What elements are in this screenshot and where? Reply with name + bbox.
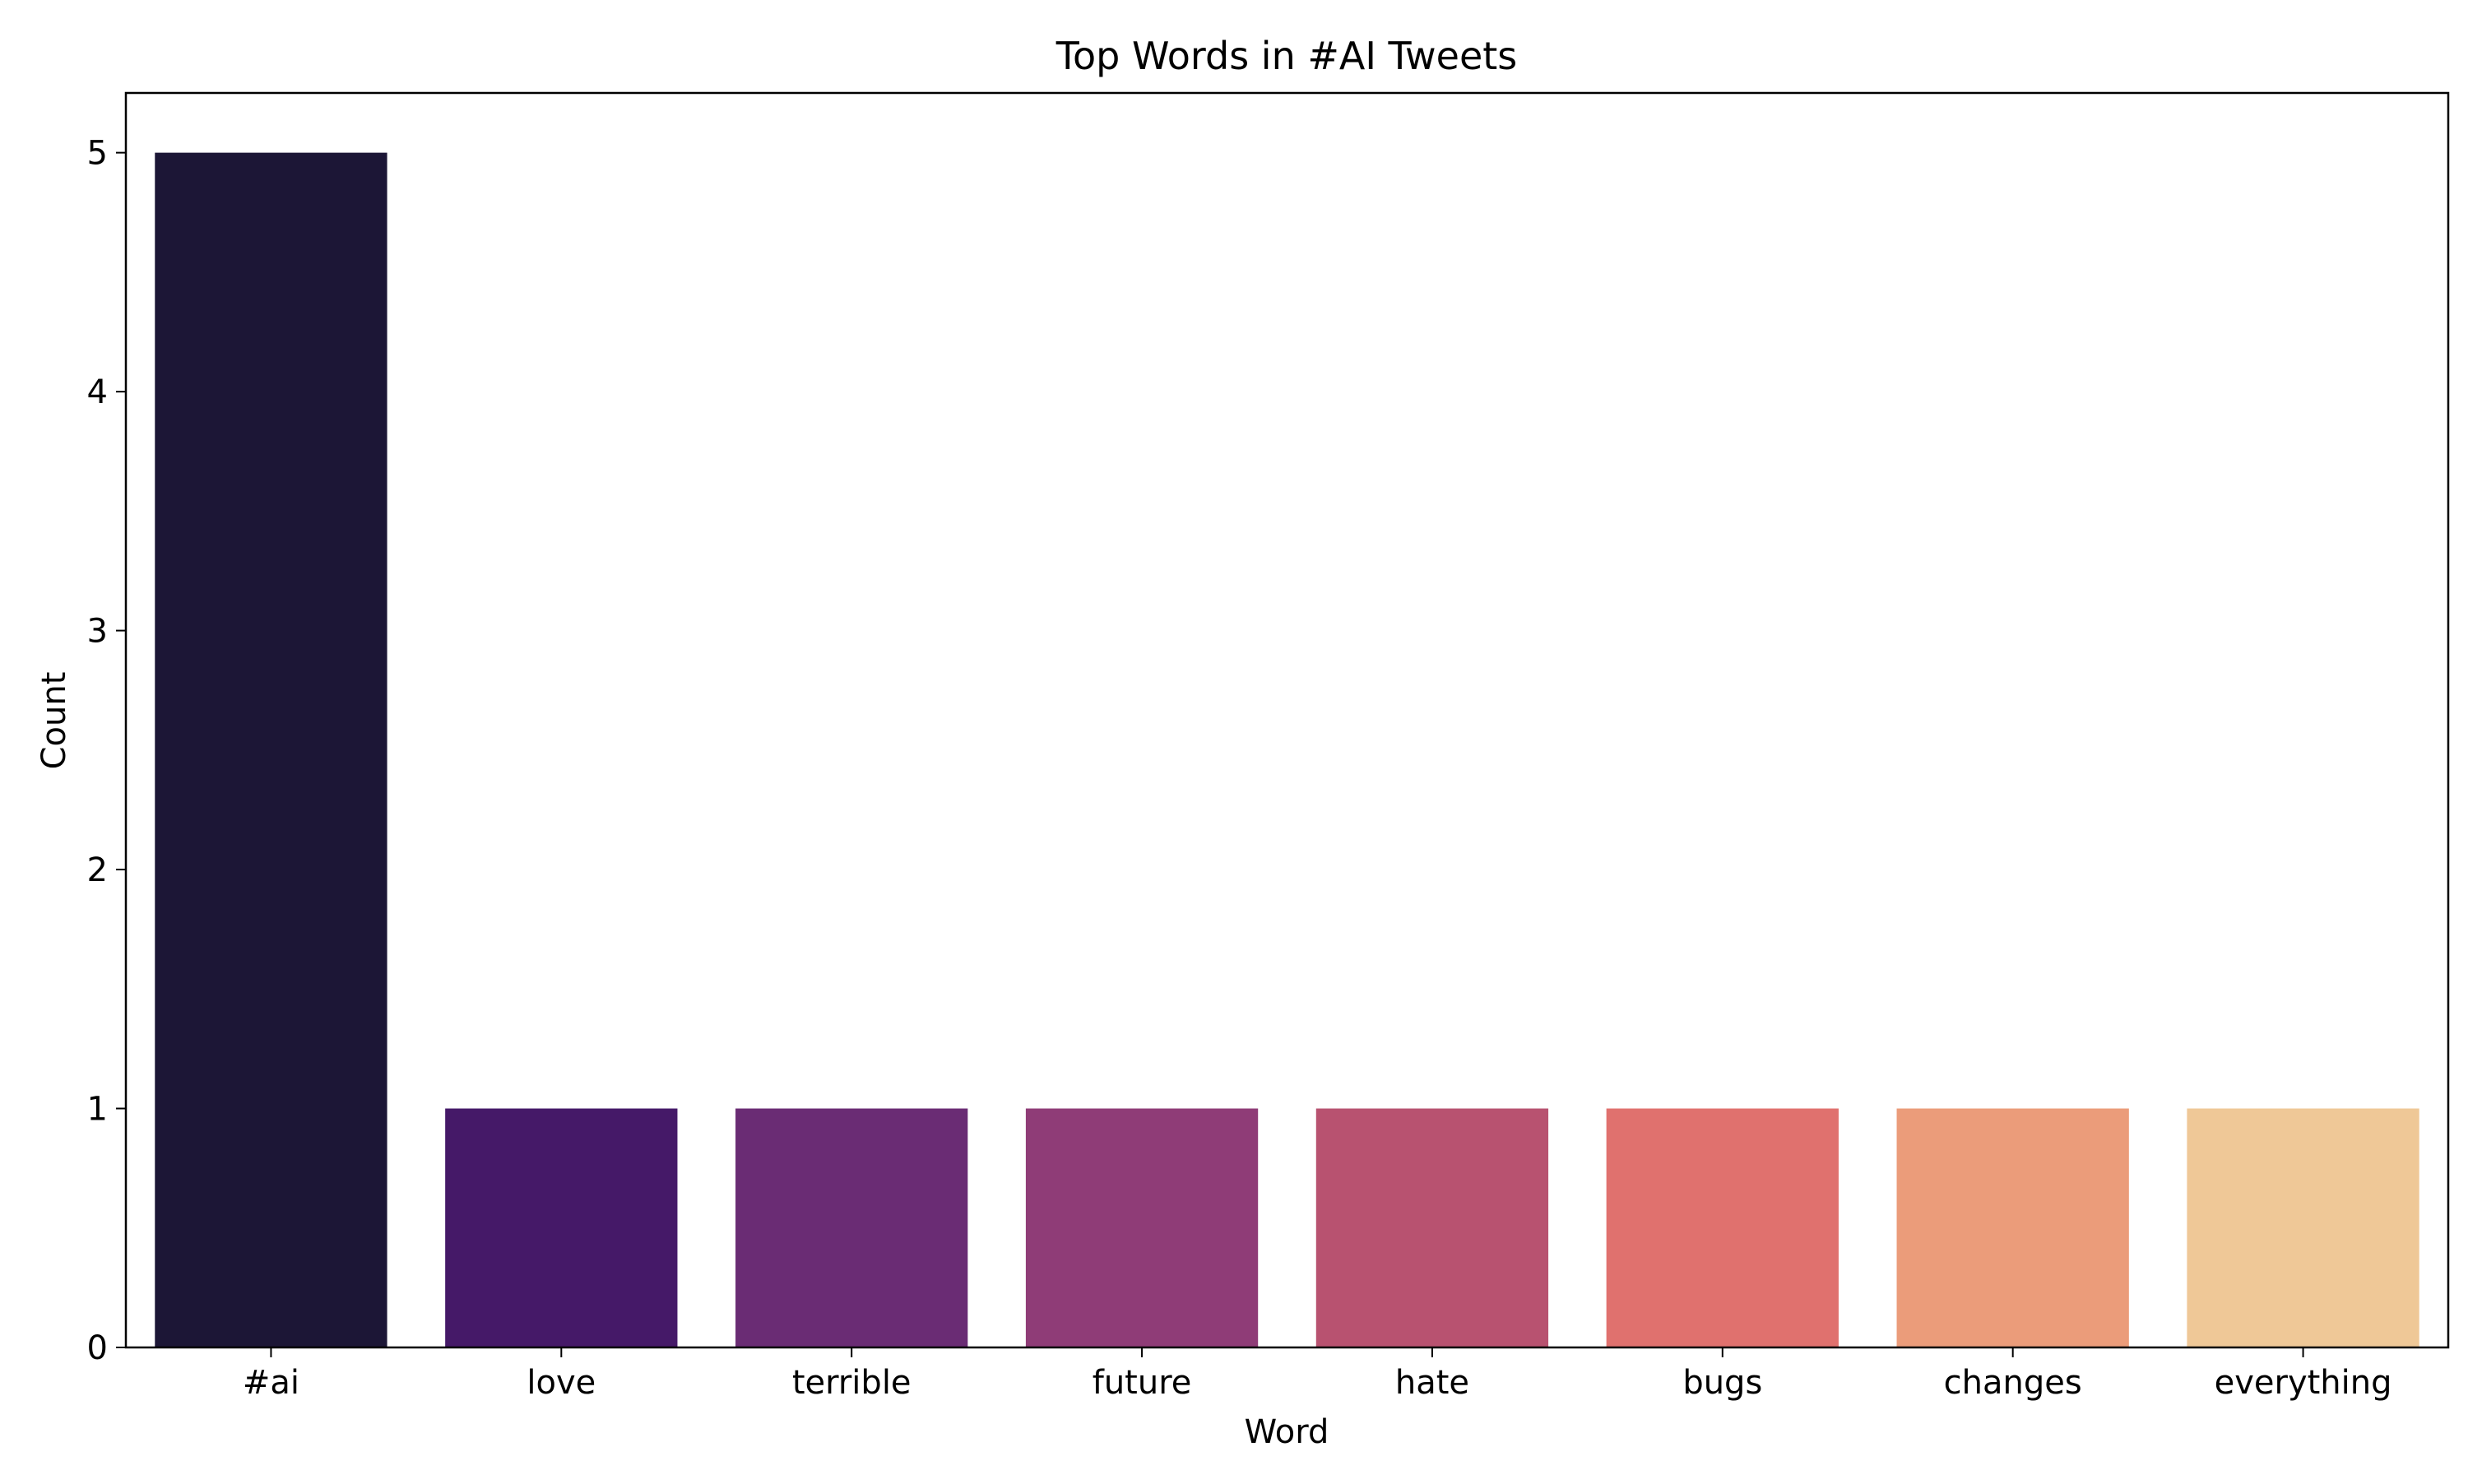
bar-1	[445, 1108, 678, 1347]
x-tick-label: love	[527, 1364, 596, 1402]
y-axis-ticks: 0 1 2 3 4 5	[87, 135, 126, 1367]
x-tick-label: terrible	[792, 1364, 912, 1402]
bar-3	[1025, 1108, 1259, 1347]
plot-frame	[124, 91, 2450, 1349]
x-axis-label: Word	[1245, 1413, 1329, 1451]
y-tick-label: 5	[87, 135, 108, 173]
y-tick-label: 4	[87, 373, 108, 411]
y-tick-label: 2	[87, 851, 108, 889]
y-tick-label: 3	[87, 613, 108, 651]
x-tick-label: future	[1093, 1364, 1192, 1402]
x-tick-label: changes	[1944, 1364, 2082, 1402]
chart-title: Top Words in #AI Tweets	[1055, 34, 1518, 78]
bar-4	[1315, 1108, 1549, 1347]
bars-group	[155, 152, 2419, 1347]
x-tick-label: hate	[1395, 1364, 1469, 1402]
bar-0	[155, 152, 387, 1347]
bar-6	[1896, 1108, 2129, 1347]
y-axis-label: Count	[35, 672, 73, 770]
y-tick-label: 1	[87, 1091, 108, 1129]
x-tick-label: bugs	[1682, 1364, 1762, 1402]
x-axis-ticks: #ai love terrible future hate bugs changes ever…	[243, 1347, 2392, 1402]
x-tick-label: everything	[2215, 1364, 2392, 1402]
bar-2	[735, 1108, 968, 1347]
bar-5	[1606, 1108, 1839, 1347]
bar-7	[2187, 1108, 2419, 1347]
x-tick-label: #ai	[243, 1364, 299, 1402]
y-tick-label: 0	[87, 1329, 108, 1367]
